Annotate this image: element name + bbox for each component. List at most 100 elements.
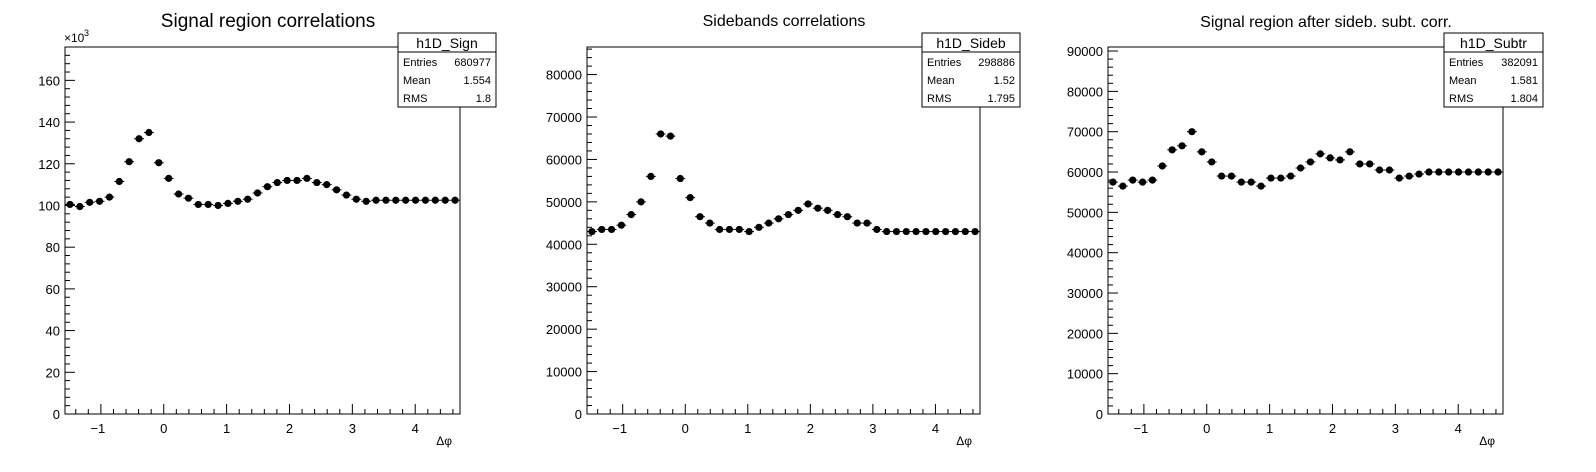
data-point xyxy=(951,227,960,236)
y-tick-label: 50000 xyxy=(1067,205,1103,220)
data-point xyxy=(342,191,351,199)
data-point xyxy=(1119,182,1127,190)
stats-box-frame xyxy=(921,32,1021,108)
data-point xyxy=(372,196,380,204)
data-point xyxy=(873,225,881,234)
stats-row-label: Entries xyxy=(927,57,962,69)
data-point xyxy=(253,189,262,197)
x-axis-label: Δφ xyxy=(1479,434,1495,448)
chart-title: Sidebands correlations xyxy=(703,13,866,30)
x-axis-label: Δφ xyxy=(956,434,972,448)
data-point xyxy=(135,135,143,143)
plot-frame xyxy=(1107,46,1504,415)
data-point xyxy=(86,198,94,206)
data-point xyxy=(451,196,459,204)
y-tick-label: 60 xyxy=(46,282,60,297)
x-tick-label: 4 xyxy=(412,421,419,436)
data-point xyxy=(283,176,291,185)
y-tick-label: 0 xyxy=(1096,407,1103,422)
y-tick-label: 100 xyxy=(38,198,60,213)
data-point xyxy=(1247,178,1255,186)
x-tick-label: −1 xyxy=(1133,421,1148,436)
data-point xyxy=(303,174,311,182)
data-point xyxy=(932,227,940,236)
x-tick-label: 2 xyxy=(807,421,814,436)
data-point xyxy=(863,219,871,227)
x-tick-label: 0 xyxy=(682,421,689,436)
stats-row-value: 680977 xyxy=(454,57,491,69)
x-tick-label: 2 xyxy=(286,421,293,436)
data-point xyxy=(1138,178,1147,186)
stats-row-label: Entries xyxy=(403,57,438,69)
x-tick-label: 3 xyxy=(349,421,356,436)
data-point xyxy=(1356,160,1364,168)
stats-box-frame xyxy=(397,32,497,108)
data-point xyxy=(902,227,910,236)
data-point xyxy=(1148,176,1157,184)
data-point xyxy=(105,193,114,201)
data-point xyxy=(745,227,753,236)
data-point xyxy=(784,210,792,219)
data-point xyxy=(1445,168,1453,176)
chart-panel-3: Signal region after sideb. subt. corr. 0 1… xyxy=(1067,14,1544,448)
y-tick-label: 120 xyxy=(38,157,60,172)
data-point xyxy=(1217,172,1226,180)
data-point xyxy=(263,183,272,191)
data-point xyxy=(588,227,596,236)
data-point xyxy=(66,200,74,209)
data-point xyxy=(293,176,301,185)
data-point xyxy=(411,196,420,204)
data-point xyxy=(1306,158,1315,166)
x-tick-label: 2 xyxy=(1329,421,1336,436)
data-point xyxy=(76,202,84,211)
data-point xyxy=(1277,174,1285,182)
stats-row-label: Mean xyxy=(1449,75,1477,87)
data-point xyxy=(431,196,439,204)
data-point xyxy=(1326,154,1334,162)
data-point xyxy=(402,196,410,204)
data-point xyxy=(155,159,163,167)
data-point xyxy=(686,194,694,202)
data-point xyxy=(1287,172,1295,180)
data-point xyxy=(794,206,802,214)
data-point xyxy=(676,174,684,183)
y-tick-label: 40000 xyxy=(546,237,582,252)
data-point xyxy=(657,130,665,138)
data-point xyxy=(214,201,222,210)
stats-row-label: RMS xyxy=(403,93,427,105)
data-point xyxy=(362,197,370,205)
data-point xyxy=(706,219,714,227)
stats-row-value: 1.581 xyxy=(1510,75,1538,87)
stats-box: h1D_Subtr Entries 382091 Mean 1.581 RMS 1.804 xyxy=(1443,32,1544,108)
data-point xyxy=(1178,142,1186,150)
y-tick-label: 30000 xyxy=(1067,286,1103,301)
stats-box-frame xyxy=(1443,32,1544,108)
stats-row-label: Mean xyxy=(403,75,431,87)
data-point xyxy=(332,186,341,194)
data-point xyxy=(1257,182,1265,190)
x-tick-label: −1 xyxy=(612,421,627,436)
y-tick-label: 90000 xyxy=(1067,44,1103,59)
data-point xyxy=(617,221,625,229)
y-tick-label: 60000 xyxy=(1067,165,1103,180)
x-tick-label: 1 xyxy=(744,421,751,436)
data-point xyxy=(165,174,173,182)
data-point xyxy=(125,158,133,166)
stats-row-value: 1.52 xyxy=(994,75,1015,87)
data-point xyxy=(1227,172,1236,180)
data-point xyxy=(174,190,183,198)
data-point xyxy=(234,197,242,205)
data-point xyxy=(774,215,783,223)
stats-box: h1D_Sign Entries 680977 Mean 1.554 RMS 1.8 xyxy=(397,32,497,108)
stats-row-label: Entries xyxy=(1449,57,1484,69)
y-tick-label: 20000 xyxy=(546,322,582,337)
data-point xyxy=(725,225,734,234)
stats-row-label: RMS xyxy=(1449,93,1473,105)
y-tick-label: 0 xyxy=(53,407,60,422)
data-point xyxy=(637,198,645,206)
stats-row-value: 382091 xyxy=(1501,57,1538,69)
data-point xyxy=(942,227,950,236)
y-tick-label: 50000 xyxy=(546,195,582,210)
stats-row-value: 298886 xyxy=(978,57,1015,69)
